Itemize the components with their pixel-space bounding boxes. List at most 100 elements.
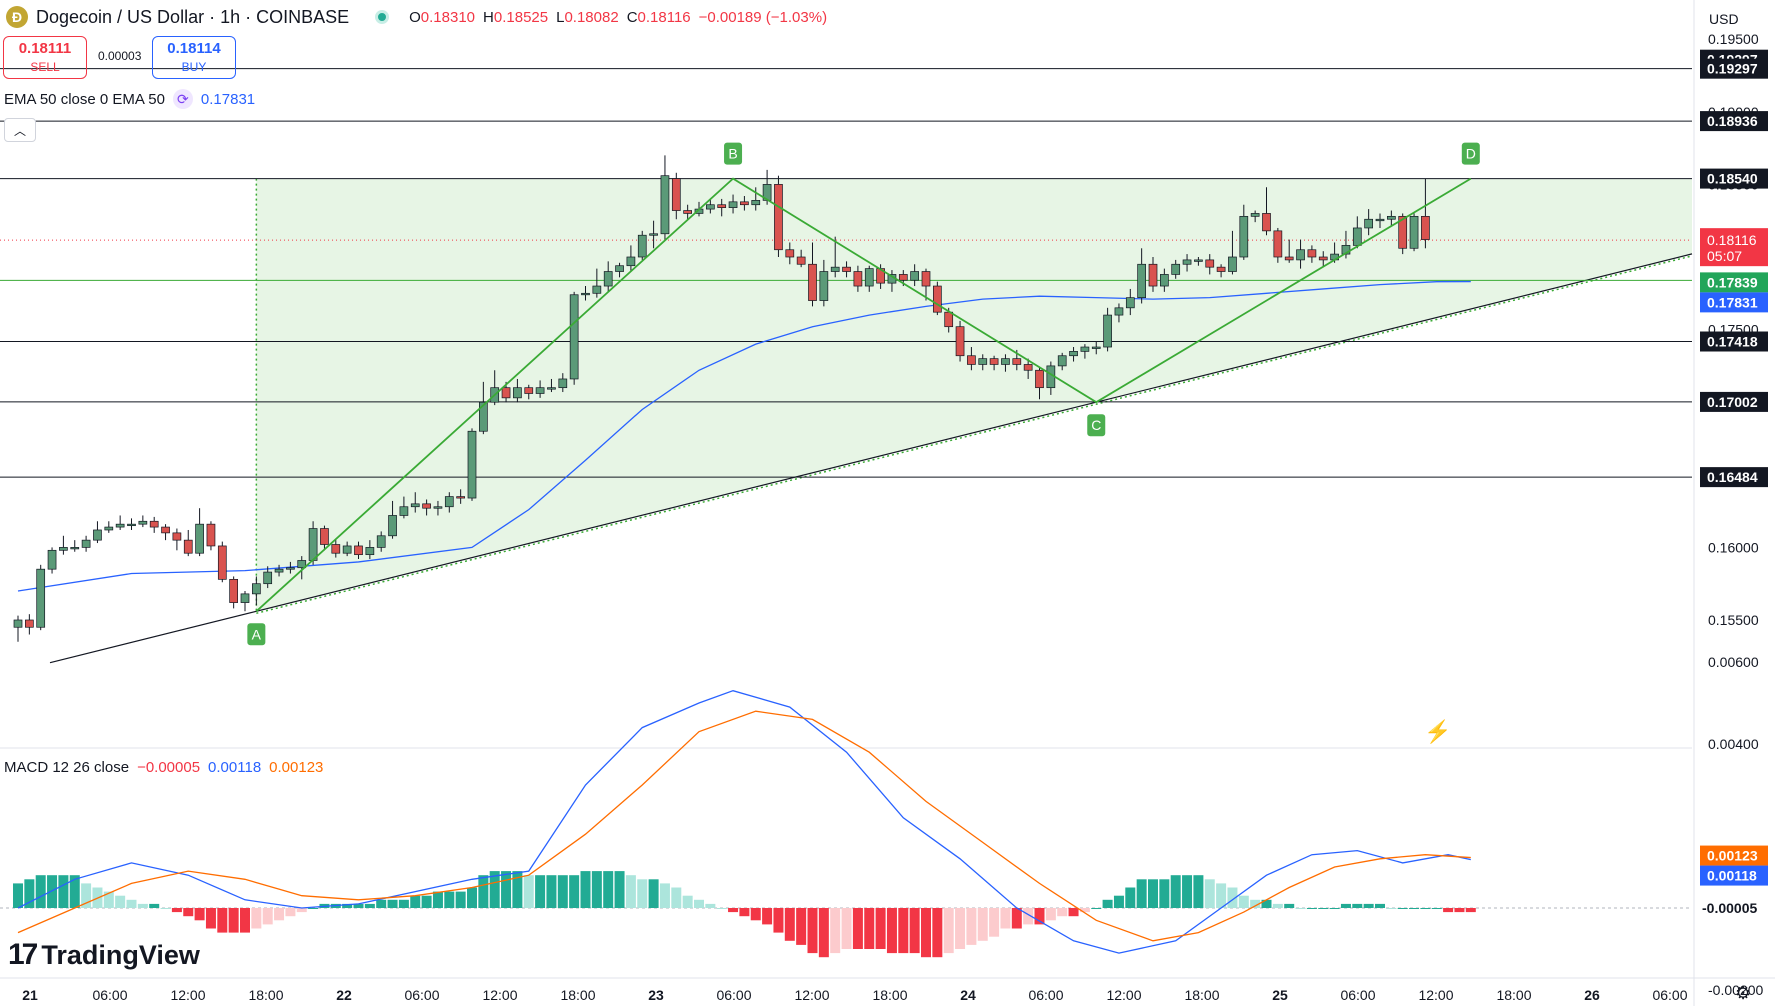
macd-hist-bar [1250,899,1261,908]
macd-signal-value: 0.00123 [269,759,324,776]
time-axis-tick: 12:00 [1106,987,1141,1003]
time-axis-tick: 12:00 [1418,987,1453,1003]
price-axis-tick: 0.16000 [1708,539,1759,555]
candle-body [1262,213,1271,232]
candle-body [308,528,318,561]
buy-button[interactable]: 0.18114 BUY [152,36,236,79]
close-label: C [626,8,638,26]
candle-up [297,556,307,580]
candle-up [240,590,250,612]
macd-hist-bar [444,891,455,908]
candle-body [1375,218,1385,222]
macd-legend[interactable]: MACD 12 26 close −0.00005 0.00118 0.0012… [4,759,323,776]
high-label: H [483,8,494,26]
candle-body [1421,215,1430,240]
time-axis-tick: 12:00 [482,987,517,1003]
candle-up [263,566,273,589]
macd-hist-bar [376,899,387,908]
macd-hist-bar [364,903,375,908]
macd-hist-bar [251,908,262,929]
candle-body [1307,249,1317,258]
candle-body [615,265,624,272]
candle-up [705,198,715,214]
candle-body [1114,307,1124,316]
macd-hist-bar [1386,908,1397,909]
time-axis-tick: 12:00 [170,987,205,1003]
candle-body [444,496,454,508]
symbol-title[interactable]: Dogecoin / US Dollar · 1h · COINBASE [36,6,350,27]
candle-up [830,236,840,278]
gear-icon[interactable]: ⚙ [1735,983,1752,1003]
macd-hist-bar [410,895,421,908]
candle-down [717,198,727,217]
candle-body [331,544,341,554]
level-label: 0.16484 [1707,469,1758,485]
candle-body [944,311,954,328]
candle-up [1296,239,1305,269]
candle-up [1001,354,1010,372]
macd-hist-bar [898,908,909,954]
refresh-icon[interactable]: ⟳ [172,89,193,109]
currency-selector[interactable]: USD [1709,11,1739,27]
macd-hist-bar [921,908,931,958]
macd-hist-bar [932,908,943,958]
candle-up [388,500,397,539]
macd-hist-bar [625,875,636,908]
macd-hist-bar [1420,908,1431,909]
macd-hist-bar [1397,908,1408,909]
signal-axis-label-box [1700,845,1768,866]
sell-button[interactable]: 0.18111 SELL [3,36,87,79]
candle-body [967,355,976,365]
candle-body [138,520,148,525]
level-label-box [1700,58,1768,79]
candle-body [252,583,261,595]
candle-down [183,529,193,557]
candle-body [1386,215,1396,220]
macd-hist-bar [1170,875,1181,908]
macd-hist-bar [1227,887,1238,908]
candle-body [195,523,204,554]
macd-hist-bar [1329,908,1340,909]
macd-hist-bar [909,908,920,954]
macd-hist-bar [353,903,364,908]
macd-line [17,690,1471,954]
candle-body [728,201,738,208]
level-label: 0.18936 [1707,113,1758,129]
ema-legend[interactable]: EMA 50 close 0 EMA 50 ⟳ 0.17831 [4,89,255,109]
candle-up [444,492,454,513]
candle-down [808,242,817,307]
candle-body [115,523,125,528]
macd-hist-bar [1443,908,1454,913]
candle-down [932,281,942,316]
macd-hist-bar [455,891,466,908]
candle-down [796,249,806,268]
sparkle-icon[interactable]: ⚡ [1424,719,1452,744]
time-axis-tick: 06:00 [1028,987,1063,1003]
abcd-pattern-line [255,177,1472,612]
candle-up [626,245,636,272]
macd-hist-bar [1375,903,1385,908]
candle-down [967,347,976,371]
candle-up [1228,230,1237,275]
macd-axis-tick: -0.00200 [1708,982,1763,998]
macd-hist-bar [705,903,716,908]
candle-body [1296,249,1305,261]
candle-up [252,576,261,606]
countdown-label: 05:07 [1707,248,1742,264]
tradingview-logo[interactable]: 17 TradingView [8,938,200,972]
collapse-legend-button[interactable]: ︿ [4,118,36,142]
candle-up [376,531,386,552]
candle-body [422,503,431,509]
macd-hist-bar [194,908,205,921]
candle-body [399,506,409,516]
macd-hist-bar [830,908,841,954]
candle-body [819,271,829,301]
candle-up [138,515,148,528]
candle-up [1171,259,1181,279]
candle-up [558,373,568,393]
candle-up [864,265,874,292]
macd-hist-bar [296,908,307,913]
macd-hist-bar [262,908,273,925]
candle-down [774,175,783,257]
